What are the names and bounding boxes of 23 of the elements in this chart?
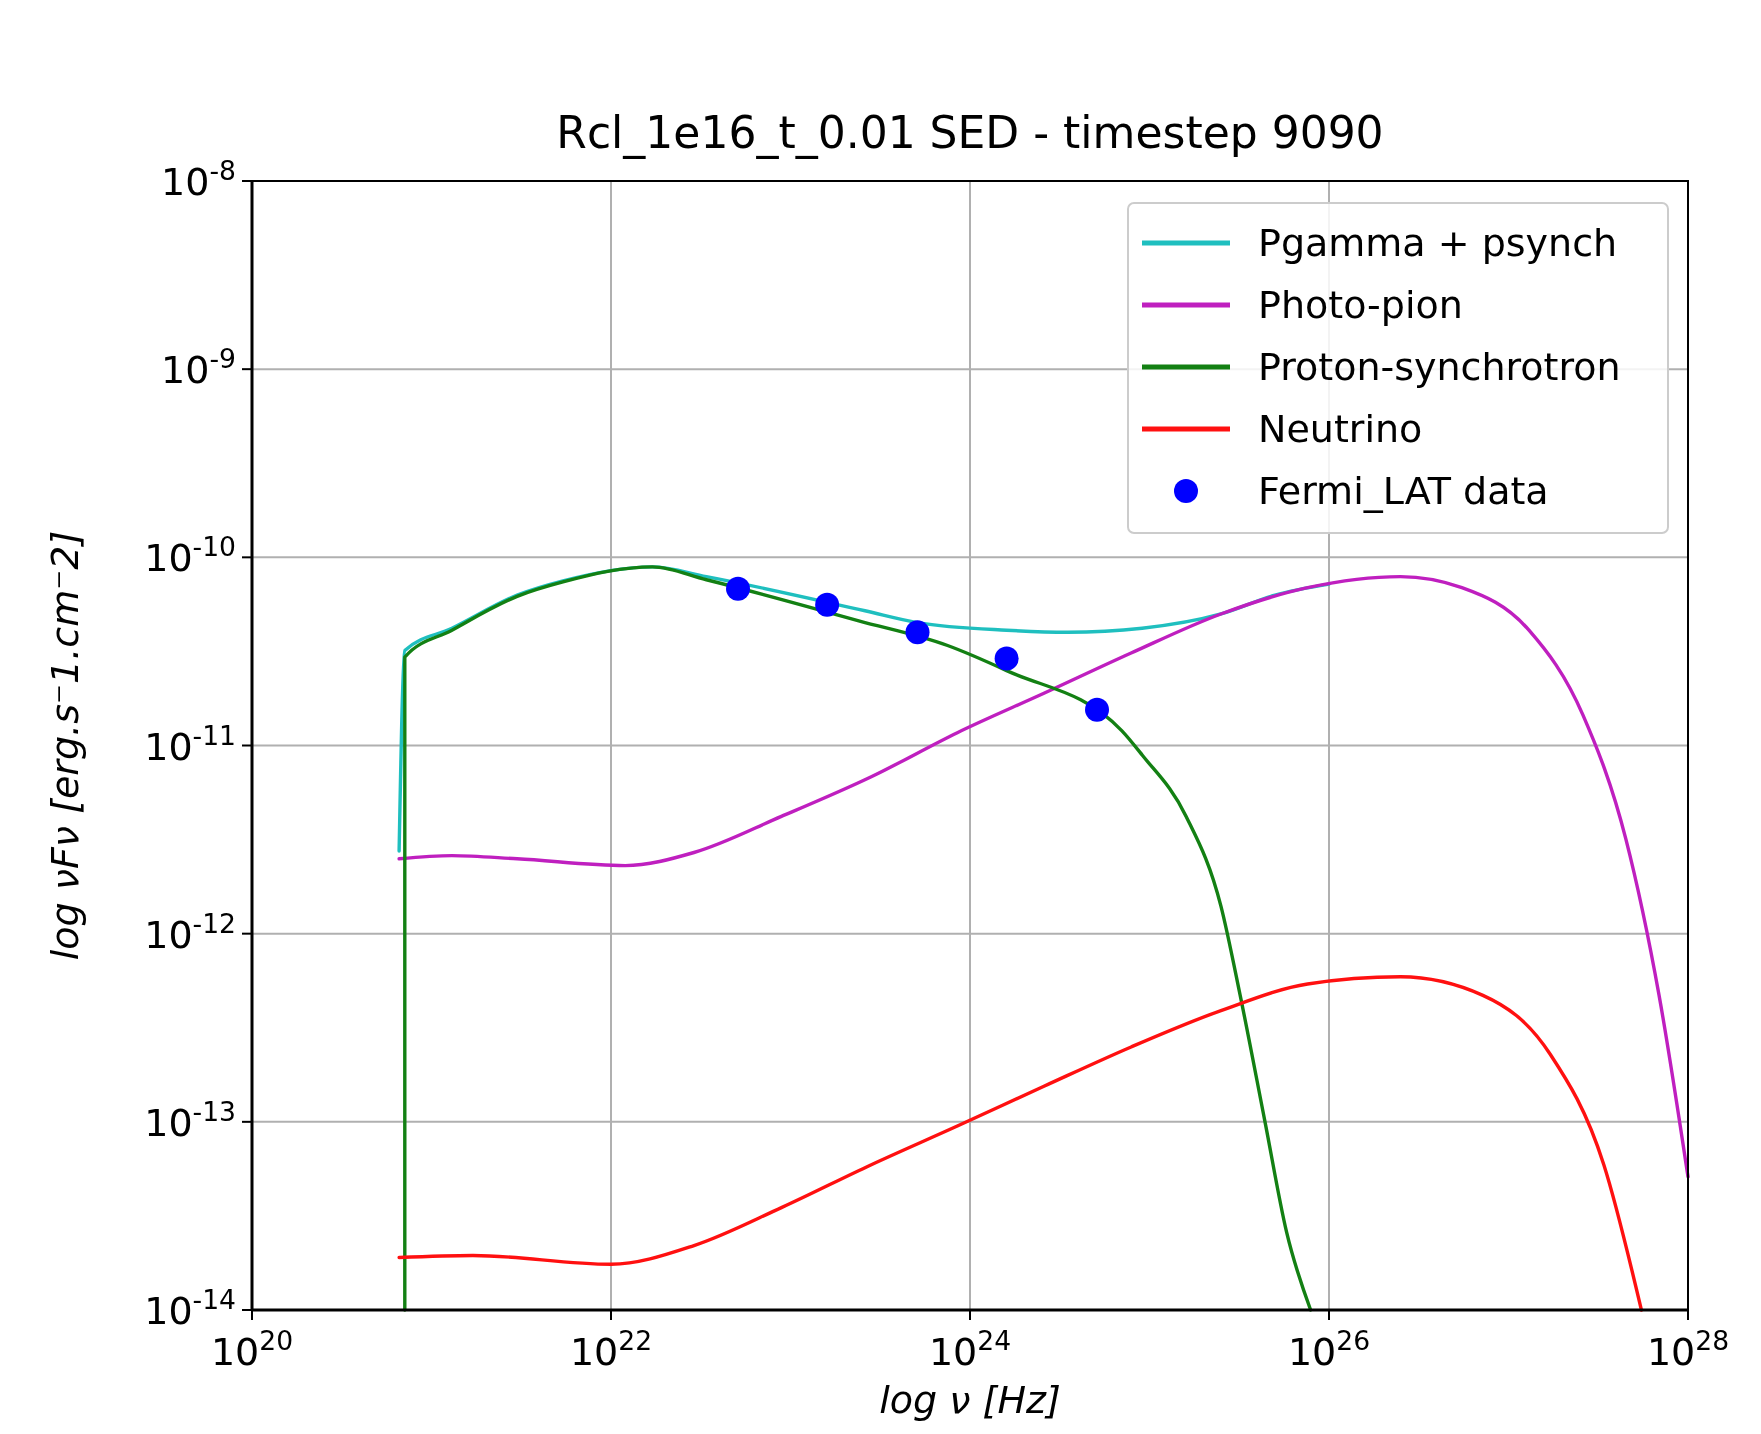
legend-label: Fermi_LAT data bbox=[1258, 469, 1549, 513]
y-tick-label: 10$^{-8}$ bbox=[161, 154, 236, 204]
y-tick-label: 10$^{-12}$ bbox=[144, 907, 236, 957]
legend-label: Pgamma + psynch bbox=[1258, 221, 1618, 265]
point bbox=[905, 620, 930, 645]
y-tick-label: 10$^{-10}$ bbox=[144, 530, 236, 581]
y-tick-label: 10$^{-13}$ bbox=[144, 1095, 236, 1145]
x-tick-label: 10$^{26}$ bbox=[1287, 1324, 1371, 1374]
chart-title: Rcl_1e16_t_0.01 SED - timestep 9090 bbox=[556, 107, 1384, 159]
x-tick-label: 10$^{22}$ bbox=[569, 1324, 653, 1374]
legend-label: Proton-synchrotron bbox=[1258, 345, 1621, 389]
point bbox=[994, 646, 1019, 671]
x-tick-label: 10$^{24}$ bbox=[928, 1324, 1012, 1374]
point bbox=[726, 576, 751, 601]
x-axis-title: log ν [Hz] bbox=[879, 1378, 1061, 1422]
point bbox=[1085, 697, 1110, 722]
y-tick-label: 10$^{-11}$ bbox=[144, 719, 236, 769]
legend-label: Neutrino bbox=[1258, 407, 1423, 451]
point bbox=[815, 592, 840, 617]
legend-label: Photo-pion bbox=[1258, 283, 1463, 327]
x-tick-label: 10$^{28}$ bbox=[1646, 1324, 1730, 1374]
y-axis-title: log νFν [erg.s⁻1.cm⁻2] bbox=[43, 530, 87, 961]
y-tick-label: 10$^{-9}$ bbox=[161, 342, 236, 393]
